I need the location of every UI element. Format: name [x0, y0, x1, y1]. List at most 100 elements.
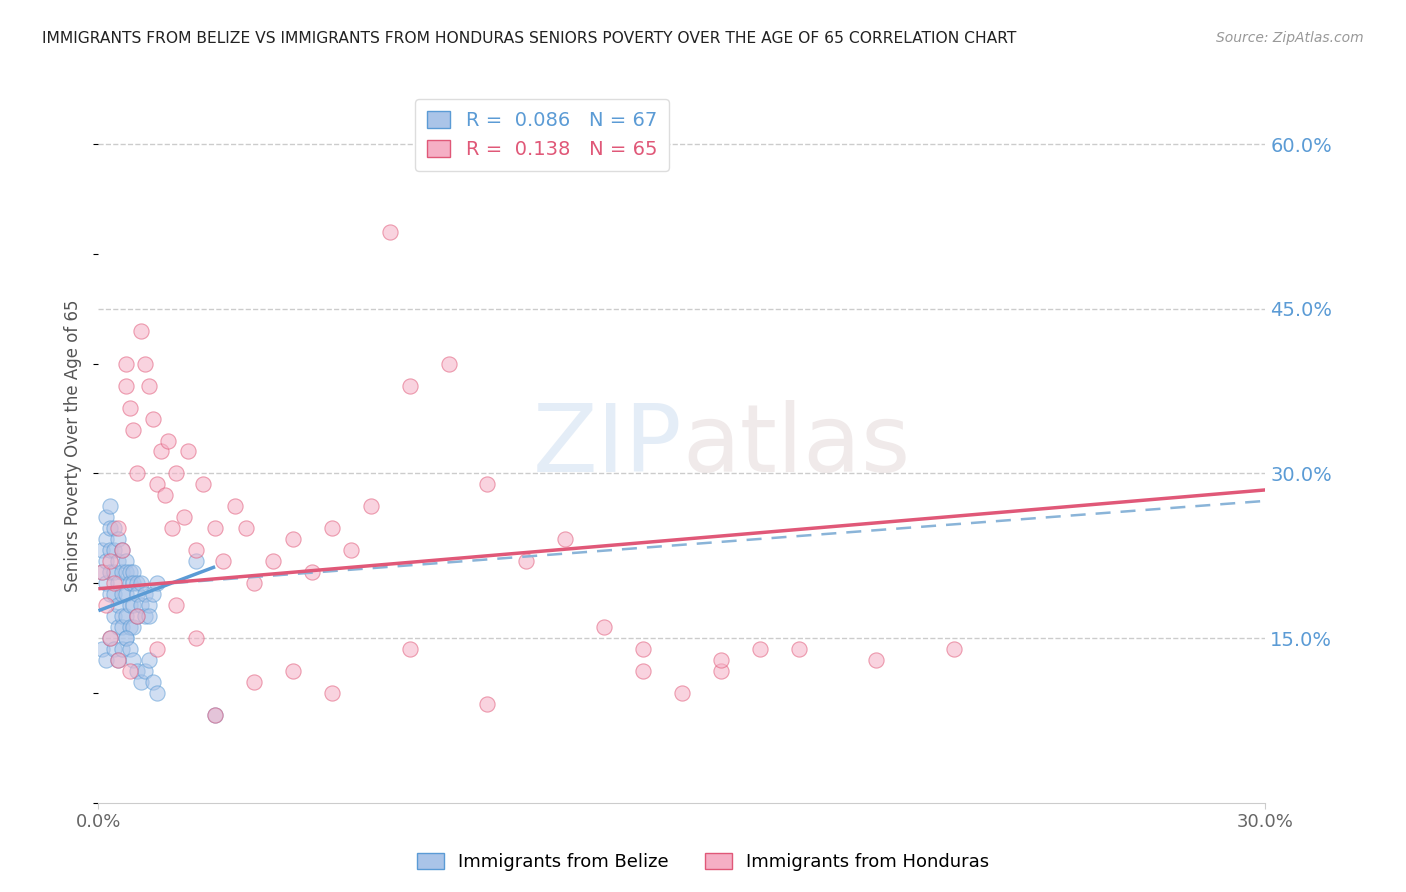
Point: [321, 521, 343, 535]
Point: [142, 675, 165, 690]
Point: [515, 554, 537, 568]
Point: [118, 576, 141, 591]
Point: [134, 587, 156, 601]
Point: [157, 434, 180, 448]
Point: [91, 566, 114, 580]
Text: ZIP: ZIP: [533, 400, 682, 492]
Point: [114, 609, 136, 624]
Point: [91, 642, 114, 657]
Legend: R =  0.086   N = 67, R =  0.138   N = 65: R = 0.086 N = 67, R = 0.138 N = 65: [415, 99, 669, 170]
Text: atlas: atlas: [682, 400, 910, 492]
Point: [127, 609, 149, 624]
Point: [184, 554, 207, 568]
Point: [281, 664, 304, 678]
Point: [129, 598, 152, 612]
Point: [281, 533, 304, 547]
Point: [787, 642, 810, 657]
Text: Source: ZipAtlas.com: Source: ZipAtlas.com: [1216, 31, 1364, 45]
Point: [138, 378, 160, 392]
Point: [114, 631, 136, 645]
Point: [98, 521, 121, 535]
Point: [153, 488, 176, 502]
Point: [165, 467, 187, 481]
Point: [107, 653, 129, 667]
Point: [103, 576, 125, 591]
Point: [91, 543, 114, 558]
Point: [193, 477, 215, 491]
Point: [554, 533, 576, 547]
Point: [118, 664, 141, 678]
Point: [477, 697, 499, 711]
Point: [165, 598, 187, 612]
Point: [122, 576, 145, 591]
Point: [111, 620, 134, 634]
Point: [378, 225, 402, 239]
Point: [146, 576, 169, 591]
Point: [98, 631, 121, 645]
Point: [321, 686, 343, 700]
Point: [107, 533, 129, 547]
Point: [127, 587, 149, 601]
Point: [114, 587, 136, 601]
Point: [118, 620, 141, 634]
Point: [865, 653, 887, 667]
Point: [748, 642, 770, 657]
Point: [103, 566, 125, 580]
Point: [398, 378, 420, 392]
Point: [127, 664, 149, 678]
Point: [127, 609, 149, 624]
Point: [98, 554, 121, 568]
Point: [114, 566, 136, 580]
Point: [98, 566, 121, 580]
Point: [118, 401, 141, 415]
Point: [111, 566, 134, 580]
Point: [134, 357, 156, 371]
Point: [118, 598, 141, 612]
Point: [204, 708, 226, 723]
Point: [107, 576, 129, 591]
Point: [96, 554, 118, 568]
Point: [477, 477, 499, 491]
Point: [96, 533, 118, 547]
Point: [235, 521, 257, 535]
Point: [162, 521, 184, 535]
Point: [398, 642, 420, 657]
Point: [129, 324, 152, 338]
Point: [138, 653, 160, 667]
Point: [142, 411, 165, 425]
Point: [134, 609, 156, 624]
Point: [142, 587, 165, 601]
Text: IMMIGRANTS FROM BELIZE VS IMMIGRANTS FROM HONDURAS SENIORS POVERTY OVER THE AGE : IMMIGRANTS FROM BELIZE VS IMMIGRANTS FRO…: [42, 31, 1017, 46]
Point: [340, 543, 363, 558]
Point: [146, 477, 169, 491]
Point: [111, 543, 134, 558]
Point: [129, 675, 152, 690]
Point: [173, 510, 195, 524]
Point: [184, 543, 207, 558]
Point: [149, 444, 172, 458]
Point: [710, 653, 733, 667]
Point: [107, 620, 129, 634]
Point: [122, 598, 145, 612]
Point: [103, 521, 125, 535]
Point: [107, 521, 129, 535]
Point: [111, 609, 134, 624]
Point: [96, 653, 118, 667]
Point: [177, 444, 200, 458]
Point: [114, 357, 136, 371]
Point: [98, 500, 121, 514]
Point: [138, 609, 160, 624]
Point: [122, 566, 145, 580]
Point: [184, 631, 207, 645]
Point: [243, 675, 266, 690]
Point: [114, 631, 136, 645]
Point: [710, 664, 733, 678]
Point: [96, 510, 118, 524]
Point: [118, 566, 141, 580]
Point: [301, 566, 323, 580]
Point: [107, 554, 129, 568]
Point: [243, 576, 266, 591]
Point: [437, 357, 460, 371]
Point: [671, 686, 693, 700]
Legend: Immigrants from Belize, Immigrants from Honduras: Immigrants from Belize, Immigrants from …: [409, 846, 997, 879]
